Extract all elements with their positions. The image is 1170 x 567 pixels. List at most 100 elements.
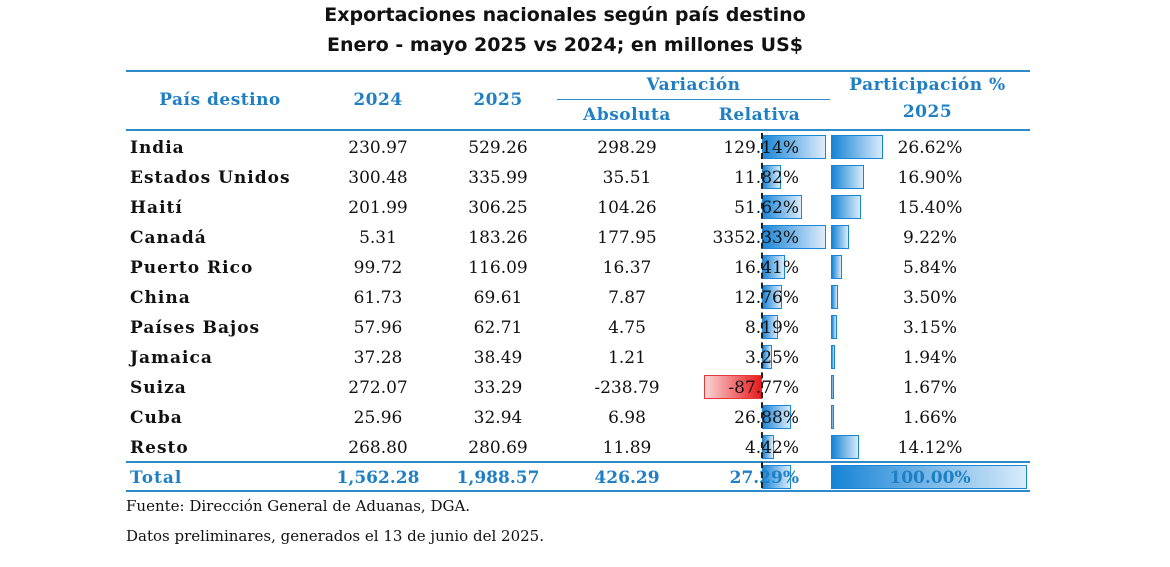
share-cell: 3.50% <box>902 288 957 308</box>
header-2025: 2025 <box>473 90 523 110</box>
country-cell: Puerto Rico <box>130 258 254 278</box>
value-2024-cell: 300.48 <box>348 168 408 188</box>
country-cell: Cuba <box>130 408 183 428</box>
source-note: Fuente: Dirección General de Aduanas, DG… <box>126 497 471 515</box>
value-2024-cell: 37.28 <box>353 348 403 368</box>
country-cell: India <box>130 138 185 158</box>
share-cell: 16.90% <box>897 168 963 188</box>
absolute-change-cell: 104.26 <box>597 198 657 218</box>
absolute-change-cell: 7.87 <box>608 288 646 308</box>
relative-change-cell: -87.77% <box>728 378 799 398</box>
relative-change-cell: 11.82% <box>734 168 799 188</box>
value-2024-cell: 99.72 <box>353 258 403 278</box>
absolute-change-cell: 6.98 <box>608 408 646 428</box>
value-2025-cell: 33.29 <box>473 378 523 398</box>
share-cell: 100.00% <box>889 468 971 488</box>
value-2025-cell: 69.61 <box>473 288 523 308</box>
value-2024-cell: 5.31 <box>359 228 397 248</box>
value-2024-cell: 57.96 <box>353 318 403 338</box>
relative-zero-axis <box>761 133 763 488</box>
country-cell: Canadá <box>130 228 207 248</box>
value-2025-cell: 62.71 <box>473 318 523 338</box>
share-cell: 9.22% <box>902 228 957 248</box>
country-cell: Total <box>130 468 183 488</box>
absolute-change-cell: 177.95 <box>597 228 657 248</box>
value-2025-cell: 529.26 <box>468 138 528 158</box>
country-cell: China <box>130 288 191 308</box>
relative-change-cell: 12.76% <box>734 288 799 308</box>
total-bottom-rule <box>126 490 1030 492</box>
relative-bar <box>762 225 826 249</box>
total-top-rule <box>126 461 1030 463</box>
share-cell: 1.67% <box>902 378 957 398</box>
value-2024-cell: 25.96 <box>353 408 403 428</box>
share-cell: 26.62% <box>897 138 963 158</box>
relative-change-cell: 26.88% <box>734 408 799 428</box>
relative-bar <box>762 405 792 429</box>
relative-change-cell: 16.41% <box>734 258 799 278</box>
country-cell: Suiza <box>130 378 187 398</box>
value-2024-cell: 230.97 <box>348 138 408 158</box>
share-bar <box>831 315 838 339</box>
absolute-change-cell: 426.29 <box>594 468 660 488</box>
value-2024-cell: 272.07 <box>348 378 408 398</box>
value-2025-cell: 116.09 <box>468 258 528 278</box>
country-cell: Resto <box>130 438 189 458</box>
relative-change-cell: 3.25% <box>744 348 799 368</box>
share-bar <box>831 405 835 429</box>
table-title: Exportaciones nacionales según país dest… <box>324 4 806 26</box>
share-bar <box>831 225 850 249</box>
share-cell: 3.15% <box>902 318 957 338</box>
share-bar <box>831 285 838 309</box>
absolute-change-cell: 4.75 <box>608 318 646 338</box>
relative-change-cell: 8.19% <box>744 318 799 338</box>
share-cell: 14.12% <box>897 438 963 458</box>
header-bottom-rule <box>126 129 1030 131</box>
relative-bar <box>703 375 762 399</box>
share-bar <box>831 345 835 369</box>
header-share: Participación % <box>849 75 1006 95</box>
absolute-change-cell: 298.29 <box>597 138 657 158</box>
relative-change-cell: 51.62% <box>734 198 799 218</box>
share-bar <box>831 435 859 459</box>
value-2025-cell: 38.49 <box>473 348 523 368</box>
absolute-change-cell: -238.79 <box>594 378 660 398</box>
share-bar <box>831 375 835 399</box>
header-top-rule <box>126 70 1030 72</box>
value-2024-cell: 1,562.28 <box>336 468 420 488</box>
share-cell: 1.66% <box>902 408 957 428</box>
share-cell: 5.84% <box>902 258 957 278</box>
share-bar <box>831 165 865 189</box>
absolute-change-cell: 16.37 <box>602 258 652 278</box>
header-2024: 2024 <box>353 90 403 110</box>
header-relative: Relativa <box>718 105 801 125</box>
value-2024-cell: 61.73 <box>353 288 403 308</box>
value-2024-cell: 268.80 <box>348 438 408 458</box>
header-share-year: 2025 <box>902 102 953 122</box>
country-cell: Haití <box>130 198 183 218</box>
country-cell: Países Bajos <box>130 318 261 338</box>
relative-change-cell: 3352.33% <box>712 228 799 248</box>
absolute-change-cell: 1.21 <box>608 348 646 368</box>
value-2025-cell: 280.69 <box>468 438 528 458</box>
variation-underline <box>557 99 830 100</box>
relative-bar <box>762 135 826 159</box>
value-2025-cell: 1,988.57 <box>456 468 540 488</box>
absolute-change-cell: 35.51 <box>602 168 652 188</box>
share-bar <box>831 465 1027 489</box>
value-2024-cell: 201.99 <box>348 198 408 218</box>
relative-change-cell: 27.29% <box>729 468 799 488</box>
header-country: País destino <box>159 90 281 110</box>
relative-change-cell: 4.42% <box>744 438 799 458</box>
table-subtitle: Enero - mayo 2025 vs 2024; en millones U… <box>326 34 803 56</box>
value-2025-cell: 183.26 <box>468 228 528 248</box>
country-cell: Jamaica <box>130 348 213 368</box>
share-cell: 1.94% <box>902 348 957 368</box>
value-2025-cell: 306.25 <box>468 198 528 218</box>
share-bar <box>831 135 884 159</box>
share-bar <box>831 255 843 279</box>
share-bar <box>831 195 862 219</box>
value-2025-cell: 32.94 <box>473 408 523 428</box>
absolute-change-cell: 11.89 <box>602 438 652 458</box>
share-cell: 15.40% <box>897 198 963 218</box>
